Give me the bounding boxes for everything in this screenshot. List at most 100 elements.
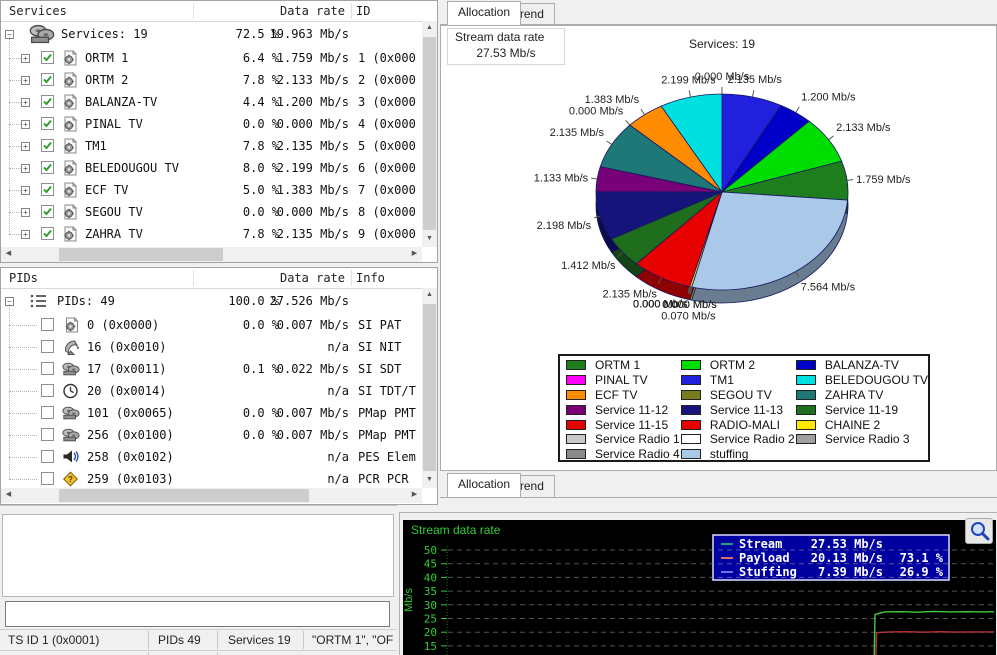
row-checkbox[interactable]: [41, 384, 54, 397]
services-col-id[interactable]: ID: [356, 4, 371, 18]
y-tick-label: 40: [424, 571, 437, 584]
zoom-magnifier-button[interactable]: [965, 518, 993, 544]
row-checkbox[interactable]: [41, 117, 54, 130]
tree-line: [9, 168, 21, 170]
message-panel[interactable]: [2, 514, 394, 597]
legend-item: Service Radio 4: [566, 447, 681, 462]
service-rate: 1.200 Mb/s: [276, 95, 349, 109]
pids-col-info[interactable]: Info: [356, 271, 385, 285]
pid-row[interactable]: 101 (0x0065) 0.0 % 0.007 Mb/s PMap PMT: [1, 402, 422, 424]
pids-col-name[interactable]: PIDs: [9, 271, 38, 285]
expand-icon[interactable]: +: [21, 208, 30, 217]
scroll-left-icon[interactable]: ◀: [1, 488, 16, 503]
service-row[interactable]: + BELEDOUGOU TV 8.0 % 2.199 Mb/s 6 (0x00…: [1, 157, 422, 179]
column-separator: [193, 3, 194, 19]
service-row[interactable]: + PINAL TV 0.0 % 0.000 Mb/s 4 (0x000: [1, 113, 422, 135]
satellite-dish-icon: [64, 340, 80, 355]
row-checkbox[interactable]: [41, 450, 54, 463]
row-checkbox[interactable]: [41, 362, 54, 375]
row-checkbox[interactable]: [41, 472, 54, 485]
row-checkbox[interactable]: [41, 51, 54, 64]
tab-allocation-bottom[interactable]: Allocation: [447, 473, 522, 497]
expand-icon[interactable]: +: [21, 230, 30, 239]
pid-row[interactable]: 256 (0x0100) 0.0 % 0.007 Mb/s PMap PMT: [1, 424, 422, 446]
scroll-thumb[interactable]: [59, 489, 309, 502]
service-row[interactable]: + TM1 7.8 % 2.135 Mb/s 5 (0x000: [1, 135, 422, 157]
scroll-down-icon[interactable]: ▼: [422, 473, 437, 488]
row-checkbox[interactable]: [41, 161, 54, 174]
pid-row[interactable]: 17 (0x0011) 0.1 % 0.022 Mb/s SI SDT: [1, 358, 422, 380]
scroll-down-icon[interactable]: ▼: [422, 232, 437, 247]
scroll-up-icon[interactable]: ▲: [422, 288, 437, 303]
row-checkbox[interactable]: [41, 340, 54, 353]
service-row[interactable]: + ORTM 2 7.8 % 2.133 Mb/s 2 (0x000: [1, 69, 422, 91]
tree-line: [9, 347, 37, 349]
service-row[interactable]: + ORTM 1 6.4 % 1.759 Mb/s 1 (0x000: [1, 47, 422, 69]
row-checkbox[interactable]: [41, 227, 54, 240]
scroll-thumb[interactable]: [423, 304, 436, 471]
expand-icon[interactable]: +: [21, 186, 30, 195]
pids-root-row[interactable]: − PIDs: 49 100.0 % 27.526 Mb/s: [1, 290, 422, 312]
scroll-thumb[interactable]: [59, 248, 223, 261]
pid-row[interactable]: 258 (0x0102) n/a PES Elem: [1, 446, 422, 468]
pid-row[interactable]: 16 (0x0010) n/a SI NIT: [1, 336, 422, 358]
row-checkbox[interactable]: [41, 406, 54, 419]
row-checkbox[interactable]: [41, 73, 54, 86]
question-diamond-icon: ?: [63, 471, 78, 487]
pid-label: 17 (0x0011): [87, 362, 167, 376]
services-column-header[interactable]: Services Data rate ID: [1, 1, 437, 22]
command-input[interactable]: [5, 601, 390, 627]
y-tick-label: 50: [424, 544, 437, 557]
pie-slice-label: 2.199 Mb/s: [661, 74, 716, 86]
pie-label-tick: [606, 140, 613, 145]
scroll-up-icon[interactable]: ▲: [422, 21, 437, 36]
row-checkbox[interactable]: [41, 318, 54, 331]
service-id: 4 (0x000: [358, 117, 416, 131]
expand-icon[interactable]: +: [21, 164, 30, 173]
pie-chart-title: Services: 19: [688, 37, 756, 51]
row-checkbox[interactable]: [41, 95, 54, 108]
services-col-name[interactable]: Services: [9, 4, 67, 18]
expand-icon[interactable]: +: [21, 76, 30, 85]
allocation-tabbar-bottom: Allocation Trend: [440, 471, 997, 500]
services-hscrollbar[interactable]: ◀ ▶: [1, 247, 422, 262]
pie-slice-label: 0.000 Mb/s: [633, 298, 688, 310]
scroll-thumb[interactable]: [423, 37, 436, 230]
service-row[interactable]: + ZAHRA TV 7.8 % 2.135 Mb/s 9 (0x000: [1, 223, 422, 245]
pids-column-header[interactable]: PIDs Data rate Info: [1, 268, 437, 289]
service-row[interactable]: + SEGOU TV 0.0 % 0.000 Mb/s 8 (0x000: [1, 201, 422, 223]
legend-label: TM1: [709, 373, 734, 388]
legend-label: BELEDOUGOU TV: [824, 373, 928, 388]
pie-slice-label: 1.412 Mb/s: [561, 260, 616, 272]
pid-row[interactable]: 0 (0x0000) 0.0 % 0.007 Mb/s SI PAT: [1, 314, 422, 336]
expand-icon[interactable]: +: [21, 142, 30, 151]
row-checkbox[interactable]: [41, 139, 54, 152]
row-checkbox[interactable]: [41, 183, 54, 196]
status-separator: [217, 652, 218, 655]
service-row[interactable]: + BALANZA-TV 4.4 % 1.200 Mb/s 3 (0x000: [1, 91, 422, 113]
expand-icon[interactable]: +: [21, 54, 30, 63]
service-pct: 5.0 %: [242, 183, 279, 197]
services-col-rate[interactable]: Data rate: [279, 4, 345, 18]
service-row[interactable]: + ECF TV 5.0 % 1.383 Mb/s 7 (0x000: [1, 179, 422, 201]
services-root-row[interactable]: − Services: 19 72.5 % 19.963 Mb/s: [1, 23, 422, 45]
pids-vscrollbar[interactable]: ▲ ▼: [422, 288, 437, 488]
scroll-left-icon[interactable]: ◀: [1, 247, 16, 262]
pids-col-rate[interactable]: Data rate: [279, 271, 345, 285]
legend-label: Service 11-13: [709, 402, 784, 417]
row-checkbox[interactable]: [41, 205, 54, 218]
row-checkbox[interactable]: [41, 428, 54, 441]
scroll-right-icon[interactable]: ▶: [407, 488, 422, 503]
expand-icon[interactable]: +: [21, 120, 30, 129]
pid-row[interactable]: ? 259 (0x0103) n/a PCR PCR: [1, 468, 422, 488]
tab-allocation[interactable]: Allocation: [447, 1, 522, 25]
scroll-right-icon[interactable]: ▶: [407, 247, 422, 262]
pids-hscrollbar[interactable]: ◀ ▶: [1, 488, 422, 503]
services-pie-chart[interactable]: TM1 BALANZA-TV ORTM 2 ORTM 1 stuffing CHAINE …: [440, 25, 997, 471]
pid-row[interactable]: 20 (0x0014) n/a SI TDT/T: [1, 380, 422, 402]
expand-icon[interactable]: +: [21, 98, 30, 107]
services-vscrollbar[interactable]: ▲ ▼: [422, 21, 437, 247]
pid-list-icon: [30, 294, 46, 308]
legend-item: Service 11-15: [566, 417, 681, 432]
